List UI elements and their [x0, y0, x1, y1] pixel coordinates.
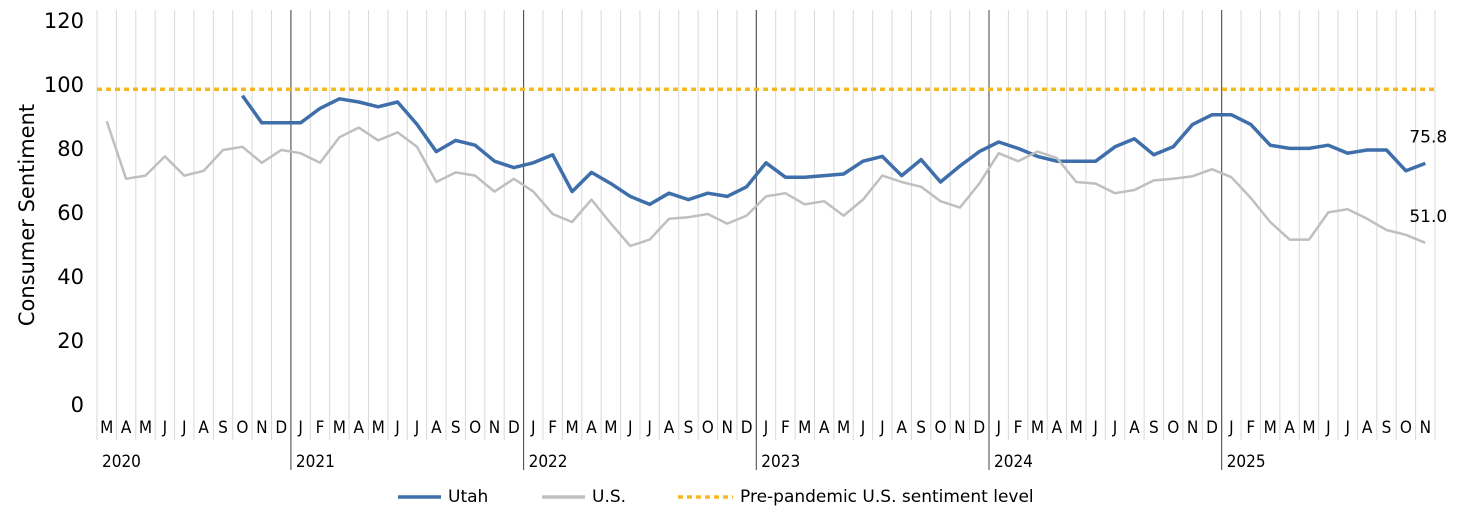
x-tick-label: N [1187, 418, 1198, 438]
x-tick-label: N [256, 418, 267, 438]
legend-label: Utah [448, 487, 488, 507]
x-tick-label: S [1149, 418, 1159, 438]
x-tick-label: O [702, 418, 714, 438]
year-label: 2020 [102, 452, 141, 472]
year-label: 2025 [1227, 452, 1266, 472]
x-tick-label: J [181, 418, 187, 438]
x-tick-label: J [162, 418, 168, 438]
x-tick-label: A [897, 418, 908, 438]
x-tick-label: M [798, 418, 811, 438]
y-tick-label: 60 [57, 201, 84, 225]
year-label: 2024 [994, 452, 1033, 472]
x-tick-label: S [218, 418, 228, 438]
x-tick-label: D [508, 418, 520, 438]
x-tick-label: J [860, 418, 866, 438]
x-tick-label: O [1400, 418, 1412, 438]
y-tick-label: 0 [71, 393, 84, 417]
x-tick-label: J [1112, 418, 1118, 438]
x-tick-label: M [1302, 418, 1315, 438]
x-tick-label: J [1325, 418, 1331, 438]
x-tick-label: F [781, 418, 790, 438]
x-tick-label: M [139, 418, 152, 438]
x-tick-label: F [316, 418, 325, 438]
x-tick-label: J [1228, 418, 1234, 438]
x-tick-label: F [548, 418, 557, 438]
x-tick-label: O [236, 418, 248, 438]
x-tick-label: A [1284, 418, 1295, 438]
x-tick-label: J [763, 418, 769, 438]
x-tick-label: M [837, 418, 850, 438]
x-tick-label: N [721, 418, 732, 438]
x-tick-label: J [297, 418, 303, 438]
legend-label: Pre-pandemic U.S. sentiment level [740, 487, 1034, 507]
x-tick-label: J [995, 418, 1001, 438]
x-tick-label: S [916, 418, 926, 438]
x-tick-label: M [1070, 418, 1083, 438]
y-tick-label: 20 [57, 329, 84, 353]
legend-label: U.S. [592, 487, 626, 507]
data-label: 75.8 [1409, 127, 1447, 147]
x-tick-label: D [275, 418, 287, 438]
x-tick-label: J [1344, 418, 1350, 438]
x-tick-label: A [819, 418, 830, 438]
x-tick-label: D [973, 418, 985, 438]
x-tick-label: M [1031, 418, 1044, 438]
x-tick-label: O [934, 418, 946, 438]
data-label: 51.0 [1409, 207, 1447, 227]
x-tick-label: M [604, 418, 617, 438]
x-tick-label: D [1206, 418, 1218, 438]
year-label: 2022 [529, 452, 568, 472]
x-tick-label: A [121, 418, 132, 438]
x-tick-label: S [451, 418, 461, 438]
x-tick-label: O [1167, 418, 1179, 438]
x-tick-label: J [646, 418, 652, 438]
x-tick-label: N [954, 418, 965, 438]
x-tick-label: A [586, 418, 597, 438]
x-tick-label: A [1052, 418, 1063, 438]
series-line [105, 120, 1426, 248]
year-label: 2023 [761, 452, 800, 472]
x-tick-label: J [1092, 418, 1098, 438]
x-tick-label: J [530, 418, 536, 438]
y-tick-label: 80 [57, 137, 84, 161]
x-tick-label: N [489, 418, 500, 438]
x-tick-label: O [469, 418, 481, 438]
x-tick-label: J [627, 418, 633, 438]
y-tick-label: 100 [44, 73, 84, 97]
x-tick-label: M [372, 418, 385, 438]
x-tick-label: F [1246, 418, 1255, 438]
x-tick-label: N [1420, 418, 1431, 438]
x-tick-label: M [100, 418, 113, 438]
year-label: 2021 [296, 452, 335, 472]
x-tick-label: A [664, 418, 675, 438]
x-tick-label: M [333, 418, 346, 438]
x-tick-label: A [354, 418, 365, 438]
x-tick-label: D [741, 418, 753, 438]
x-tick-label: A [1362, 418, 1373, 438]
x-tick-label: A [431, 418, 442, 438]
x-tick-label: S [1382, 418, 1392, 438]
x-tick-label: J [879, 418, 885, 438]
x-tick-label: F [1014, 418, 1023, 438]
x-tick-label: A [198, 418, 209, 438]
x-tick-label: A [1129, 418, 1140, 438]
y-axis-label: Consumer Sentiment [15, 104, 39, 326]
x-tick-label: M [565, 418, 578, 438]
x-tick-label: S [684, 418, 694, 438]
x-tick-label: J [414, 418, 420, 438]
x-tick-label: J [394, 418, 400, 438]
x-tick-label: M [1264, 418, 1277, 438]
y-tick-label: 40 [57, 265, 84, 289]
y-tick-label: 120 [44, 9, 84, 33]
series-line [240, 94, 1426, 207]
